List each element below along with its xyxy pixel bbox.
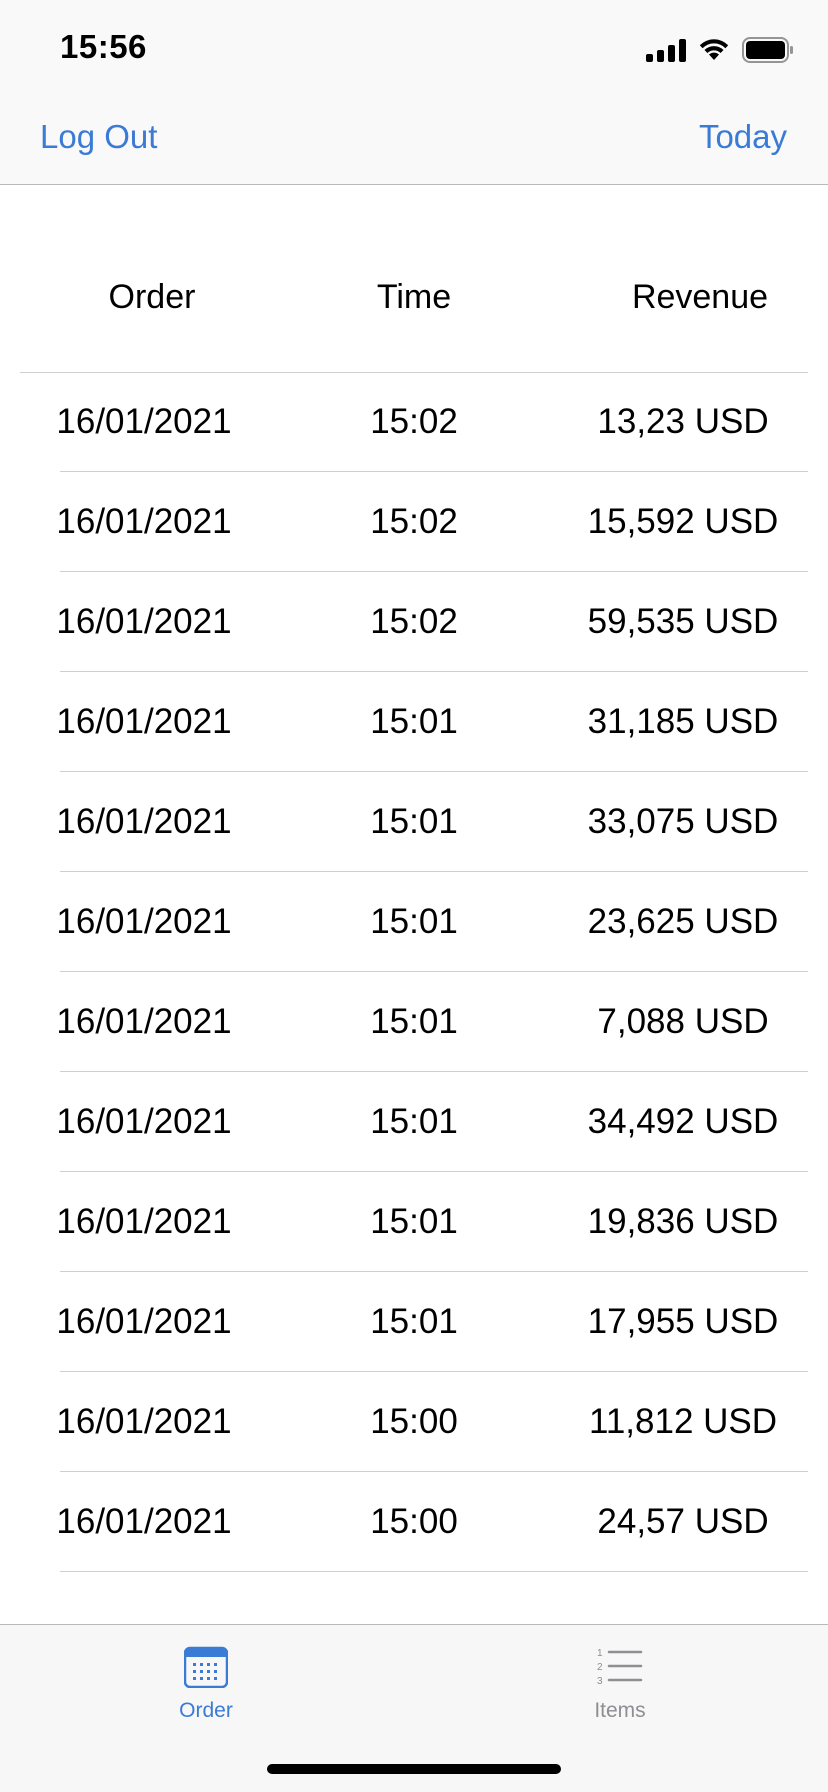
header-revenue: Revenue <box>631 278 769 316</box>
wifi-icon <box>699 39 729 60</box>
time-cell: 15:00 <box>370 1402 458 1441</box>
revenue-cell: 15,592 USD <box>587 502 779 541</box>
order-date-cell: 16/01/2021 <box>56 702 232 741</box>
today-button[interactable]: Today <box>698 118 787 155</box>
revenue-cell: 11,812 USD <box>588 1402 778 1441</box>
calendar-icon <box>184 1646 228 1688</box>
order-date-cell: 16/01/2021 <box>56 502 232 541</box>
table-row[interactable]: 16/01/2021 15:01 23,625 USD <box>0 872 828 972</box>
order-date-cell: 16/01/2021 <box>56 1002 232 1041</box>
table-row[interactable]: 16/01/2021 15:01 33,075 USD <box>0 772 828 872</box>
order-date-cell: 16/01/2021 <box>56 1102 232 1141</box>
table-row[interactable]: 16/01/2021 15:02 13,23 USD <box>0 372 828 472</box>
time-cell: 15:02 <box>370 402 458 441</box>
battery-icon <box>742 37 793 63</box>
svg-text:3: 3 <box>597 1676 603 1687</box>
table-row[interactable]: 16/01/2021 15:00 24,57 USD <box>0 1472 828 1572</box>
table-row[interactable]: 16/01/2021 15:01 19,836 USD <box>0 1172 828 1272</box>
status-bar: 15:56 <box>0 0 828 96</box>
revenue-cell: 33,075 USD <box>587 802 779 841</box>
log-out-button[interactable]: Log Out <box>40 118 158 155</box>
cellular-signal-icon <box>646 38 686 62</box>
time-cell: 15:01 <box>370 802 458 841</box>
status-icons <box>646 36 794 64</box>
time-cell: 15:02 <box>370 502 458 541</box>
table-row[interactable]: 16/01/2021 15:02 59,535 USD <box>0 572 828 672</box>
table-row[interactable]: 16/01/2021 15:00 11,812 USD <box>0 1372 828 1472</box>
order-date-cell: 16/01/2021 <box>56 1302 232 1341</box>
revenue-cell: 13,23 USD <box>597 402 769 441</box>
tab-items-label: Items <box>594 1699 646 1722</box>
revenue-cell: 31,185 USD <box>587 702 779 741</box>
order-date-cell: 16/01/2021 <box>56 802 232 841</box>
time-cell: 15:01 <box>370 1202 458 1241</box>
table-row[interactable]: 16/01/2021 15:01 34,492 USD <box>0 1072 828 1172</box>
revenue-cell: 19,836 USD <box>587 1202 779 1241</box>
time-cell: 15:01 <box>370 902 458 941</box>
revenue-cell: 34,492 USD <box>587 1102 779 1141</box>
time-cell: 15:02 <box>370 602 458 641</box>
revenue-cell: 59,535 USD <box>587 602 779 641</box>
revenue-cell: 23,625 USD <box>587 902 779 941</box>
numbered-list-icon: 1 2 3 <box>597 1648 643 1687</box>
order-date-cell: 16/01/2021 <box>56 902 232 941</box>
revenue-cell: 17,955 USD <box>587 1302 779 1341</box>
order-date-cell: 16/01/2021 <box>56 402 232 441</box>
table-row[interactable]: 16/01/2021 15:02 15,592 USD <box>0 472 828 572</box>
navigation-bar: Log Out Today <box>0 96 828 185</box>
home-indicator[interactable] <box>267 1764 561 1774</box>
table-row[interactable]: 16/01/2021 15:01 31,185 USD <box>0 672 828 772</box>
status-time: 15:56 <box>60 28 147 65</box>
time-cell: 15:01 <box>370 1002 458 1041</box>
revenue-cell: 7,088 USD <box>597 1002 769 1041</box>
time-cell: 15:01 <box>370 702 458 741</box>
revenue-cell: 24,57 USD <box>597 1502 769 1541</box>
tab-items[interactable]: 1 2 3 Items <box>520 1643 720 1723</box>
header-order: Order <box>108 278 196 316</box>
orders-table: 16/01/2021 15:02 13,23 USD 16/01/2021 15… <box>0 372 828 1572</box>
table-row[interactable]: 16/01/2021 15:01 7,088 USD <box>0 972 828 1072</box>
svg-text:2: 2 <box>597 1662 603 1673</box>
tab-order-label: Order <box>179 1699 233 1722</box>
order-date-cell: 16/01/2021 <box>56 1402 232 1441</box>
table-header: Order Time Revenue <box>20 260 808 373</box>
time-cell: 15:00 <box>370 1502 458 1541</box>
table-row[interactable]: 16/01/2021 15:01 17,955 USD <box>0 1272 828 1372</box>
time-cell: 15:01 <box>370 1302 458 1341</box>
order-date-cell: 16/01/2021 <box>56 602 232 641</box>
svg-text:1: 1 <box>597 1648 603 1659</box>
time-cell: 15:01 <box>370 1102 458 1141</box>
order-date-cell: 16/01/2021 <box>56 1202 232 1241</box>
order-date-cell: 16/01/2021 <box>56 1502 232 1541</box>
tab-order[interactable]: Order <box>106 1643 306 1723</box>
header-time: Time <box>376 278 452 316</box>
